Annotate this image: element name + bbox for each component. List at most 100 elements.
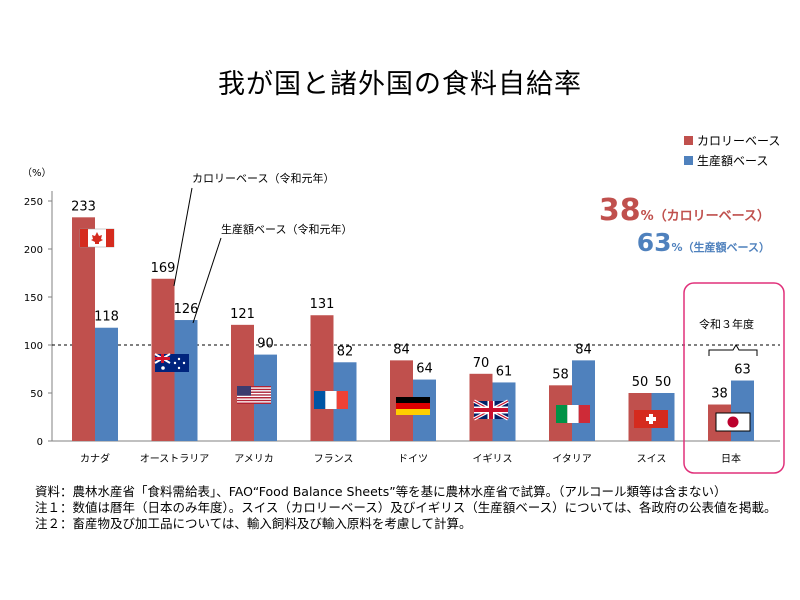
note-source: 資料：農林水産省「食料需給表」、FAO“Food Balance Sheets”… — [35, 484, 727, 499]
flag-canada-part — [91, 232, 103, 244]
flag-france-part — [325, 391, 337, 409]
japan-calorie-highlight: 38%（カロリーベース） — [599, 193, 770, 228]
flag-italy-part — [556, 405, 568, 423]
flag-usa-part — [237, 401, 271, 403]
data-label-production: 61 — [496, 364, 513, 379]
flag-usa-part — [237, 394, 271, 396]
data-label-calorie: 50 — [632, 375, 649, 390]
flag-usa-part — [237, 390, 271, 392]
flag-germany — [396, 397, 430, 415]
x-tick-label: ドイツ — [398, 454, 428, 465]
legend-label-production: 生産額ベース — [697, 153, 769, 168]
calorie-annotation-leader — [173, 187, 193, 287]
flag-australia — [154, 353, 189, 372]
flag-usa-part — [237, 398, 271, 400]
flag-italy-part — [567, 405, 579, 423]
production-annotation-leader — [192, 237, 222, 324]
data-label-production: 90 — [257, 337, 274, 352]
production-year-annotation: 生産額ベース（令和元年） — [221, 223, 353, 236]
legend-item-production: 生産額ベース — [684, 150, 780, 170]
flag-australia-part — [173, 361, 177, 365]
flag-canada — [79, 228, 115, 248]
y-tick-label: 200 — [24, 245, 43, 256]
flag-italy-part — [578, 405, 590, 423]
x-tick-label: カナダ — [80, 452, 110, 465]
data-label-production: 50 — [655, 375, 672, 390]
data-label-calorie: 38 — [711, 387, 728, 402]
y-tick-label: 150 — [24, 293, 43, 304]
flag-usa-part — [237, 387, 271, 389]
data-label-production: 64 — [416, 362, 433, 377]
flag-australia-part — [182, 361, 186, 365]
x-tick-label: イタリア — [552, 453, 592, 465]
x-tick-label: イギリス — [473, 453, 513, 465]
japan-calorie-highlight-unit: %（カロリーベース） — [640, 209, 770, 224]
japan-year-annotation: 令和３年度 — [699, 318, 754, 331]
y-tick-label: 250 — [24, 197, 43, 208]
legend: カロリーベース 生産額ベース — [684, 130, 780, 170]
data-label-calorie: 233 — [71, 199, 96, 214]
source-notes: 資料：農林水産省「食料需給表」、FAO“Food Balance Sheets”… — [35, 484, 777, 532]
note-2: 注２：畜産物及び加工品については、輸入飼料及び輸入原料を考慮して計算。 — [35, 516, 472, 531]
x-tick-label: アメリカ — [234, 453, 274, 465]
flag-usa-part — [237, 386, 251, 396]
bar-production — [731, 380, 754, 441]
flag-japan-part — [727, 416, 739, 428]
japan-highlight-box — [683, 282, 785, 474]
data-label-production: 118 — [94, 310, 119, 325]
chart-title: 我が国と諸外国の食料自給率 — [218, 69, 582, 100]
bar-calorie — [310, 315, 334, 441]
flag-italy — [556, 405, 590, 423]
flag-australia-part — [177, 366, 181, 370]
japan-production-highlight: 63%（生産額ベース） — [637, 228, 770, 257]
flag-germany-part — [396, 409, 430, 415]
flag-canada-part — [80, 229, 88, 247]
flag-usa-part — [237, 386, 271, 388]
x-tick-label: オーストラリア — [140, 453, 210, 465]
legend-swatch-production — [684, 155, 693, 165]
flag-usa-part — [237, 397, 271, 399]
data-label-calorie: 121 — [230, 307, 255, 322]
flag-usa — [237, 386, 271, 404]
flag-usa-part — [237, 399, 271, 402]
flag-usa-part — [237, 392, 271, 395]
data-label-production: 84 — [575, 342, 592, 357]
bar-production — [174, 320, 198, 441]
flag-france — [314, 391, 348, 409]
y-axis-unit: （%） — [22, 168, 52, 179]
flag-canada-part — [106, 229, 114, 247]
x-tick-label: フランス — [314, 453, 354, 465]
flag-switzerland-part — [646, 417, 656, 421]
bar-production — [572, 360, 595, 441]
japan-brace — [708, 344, 758, 356]
flag-france-part — [336, 391, 348, 409]
bar-calorie — [72, 217, 95, 441]
data-label-production: 63 — [734, 363, 751, 378]
x-tick-label: 日本 — [721, 452, 741, 465]
calorie-year-annotation: カロリーベース（令和元年） — [192, 172, 335, 185]
y-tick-label: 50 — [30, 389, 43, 400]
flag-usa-part — [237, 391, 271, 393]
flag-france-part — [314, 391, 326, 409]
japan-production-highlight-value: 63 — [636, 228, 672, 257]
flag-usa-part — [237, 395, 271, 398]
legend-swatch-calorie — [684, 135, 693, 145]
data-label-calorie: 169 — [151, 261, 176, 276]
data-label-calorie: 131 — [310, 297, 335, 312]
legend-item-calorie: カロリーベース — [684, 130, 780, 150]
flag-australia-part — [177, 357, 181, 361]
flag-usa-part — [237, 402, 271, 404]
data-label-calorie: 84 — [393, 342, 410, 357]
flag-uk-part — [474, 408, 508, 412]
flag-usa-part — [237, 388, 271, 391]
data-label-calorie: 70 — [473, 356, 490, 371]
data-label-production: 82 — [337, 344, 354, 359]
flag-germany-part — [396, 403, 430, 409]
flag-japan — [715, 412, 751, 432]
japan-calorie-highlight-value: 38 — [598, 193, 641, 228]
flag-germany-part — [396, 397, 430, 403]
flag-australia-part — [161, 366, 165, 370]
y-tick-label: 100 — [24, 341, 43, 352]
bar-production — [95, 327, 118, 441]
